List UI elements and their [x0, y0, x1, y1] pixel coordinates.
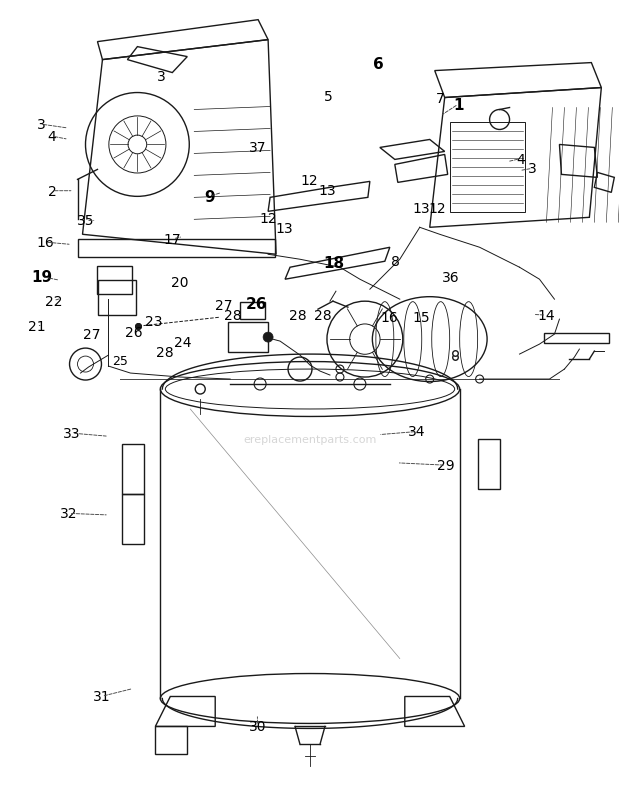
Text: 4: 4 [48, 130, 56, 144]
Text: 12: 12 [259, 212, 277, 226]
Text: 31: 31 [93, 690, 110, 703]
Text: 16: 16 [380, 310, 398, 324]
Text: 2: 2 [48, 185, 56, 198]
Text: 3: 3 [157, 70, 166, 84]
Text: 3: 3 [37, 118, 45, 132]
Text: 12: 12 [428, 202, 446, 216]
Text: 16: 16 [37, 236, 54, 250]
Text: 13: 13 [412, 202, 430, 216]
Text: 28: 28 [224, 308, 241, 323]
Text: 34: 34 [408, 425, 426, 439]
Bar [97, 267, 133, 295]
Text: 20: 20 [171, 276, 189, 290]
Text: 19: 19 [32, 270, 53, 285]
Text: 27: 27 [215, 299, 232, 312]
Text: 3: 3 [528, 162, 537, 176]
Text: 18: 18 [323, 256, 344, 271]
Text: 22: 22 [45, 295, 62, 308]
Text: 26: 26 [125, 325, 143, 340]
Text: 14: 14 [538, 308, 555, 323]
Text: 26: 26 [246, 296, 267, 312]
Bar [122, 444, 144, 494]
Text: 36: 36 [442, 271, 460, 284]
Text: 28: 28 [156, 345, 174, 360]
Bar [450, 124, 525, 213]
Text: 28: 28 [314, 308, 331, 323]
Bar [477, 439, 500, 489]
Bar [78, 240, 275, 258]
Text: 8: 8 [391, 255, 400, 268]
Text: 9: 9 [204, 190, 215, 205]
Text: ereplacementparts.com: ereplacementparts.com [243, 434, 377, 444]
Text: 5: 5 [324, 90, 333, 104]
Text: 6: 6 [373, 57, 383, 72]
Bar [156, 727, 187, 755]
Text: 21: 21 [28, 319, 45, 333]
Text: 27: 27 [84, 327, 101, 341]
Text: 30: 30 [249, 719, 266, 733]
Text: 13: 13 [275, 222, 293, 235]
Text: 25: 25 [112, 354, 128, 367]
Text: 29: 29 [437, 459, 455, 473]
Text: 33: 33 [63, 426, 81, 441]
Text: 23: 23 [145, 314, 163, 328]
Text: 12: 12 [300, 174, 317, 188]
Bar [99, 281, 136, 316]
Text: 17: 17 [164, 233, 182, 247]
Text: 28: 28 [289, 308, 306, 323]
Text: 32: 32 [60, 507, 78, 520]
Text: 4: 4 [516, 153, 525, 166]
Text: 35: 35 [78, 214, 95, 228]
Text: 13: 13 [319, 184, 336, 198]
Text: 1: 1 [453, 97, 464, 112]
Circle shape [263, 332, 273, 343]
Bar [544, 334, 609, 344]
Text: 24: 24 [174, 336, 192, 350]
Bar [122, 494, 144, 544]
Text: 15: 15 [412, 310, 430, 324]
Text: 7: 7 [435, 92, 445, 105]
Text: 37: 37 [249, 141, 266, 155]
Bar [228, 323, 268, 353]
